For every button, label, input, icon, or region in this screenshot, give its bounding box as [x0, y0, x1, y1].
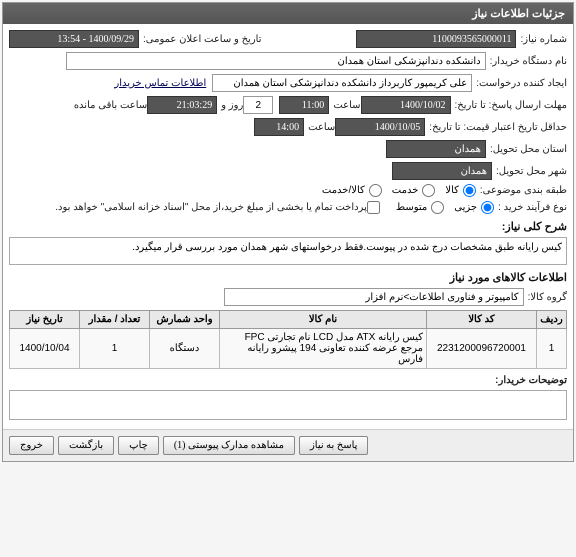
th-row: ردیف — [537, 311, 567, 329]
creator-field[interactable] — [212, 74, 472, 92]
goods-header: اطلاعات کالاهای مورد نیاز — [9, 271, 567, 284]
days-field[interactable] — [243, 96, 273, 114]
valid-label: حداقل تاریخ اعتبار قیمت: تا تاریخ: — [429, 122, 567, 133]
proc-low-input[interactable] — [481, 201, 494, 214]
remaining-time-field[interactable] — [147, 96, 217, 114]
form-area: شماره نیاز: تاریخ و ساعت اعلان عمومی: نا… — [3, 24, 573, 429]
saat-label-2: ساعت — [308, 122, 335, 133]
niaz-no-field[interactable] — [356, 30, 516, 48]
saat-label-1: ساعت — [333, 100, 360, 111]
proc-mid-label: متوسط — [396, 202, 427, 213]
payment-note: پرداخت تمام یا بخشی از مبلغ خرید،از محل … — [55, 202, 367, 213]
cell-unit: دستگاه — [150, 329, 220, 369]
proc-low-label: جزیی — [454, 202, 477, 213]
creator-label: ایجاد کننده درخواست: — [476, 78, 567, 89]
table-row[interactable]: 1 2231200096720001 کیس رایانه ATX مدل LC… — [10, 329, 567, 369]
cell-row: 1 — [537, 329, 567, 369]
group-field[interactable] — [224, 288, 524, 306]
days-label: روز و — [221, 100, 243, 111]
announce-field[interactable] — [9, 30, 139, 48]
cat-both-label: کالا/خدمت — [322, 185, 365, 196]
cat-kala-radio[interactable]: کالا — [445, 184, 476, 197]
desc-box: کیس رایانه طبق مشخصات درج شده در پیوست.ف… — [9, 237, 567, 265]
th-qty: تعداد / مقدار — [80, 311, 150, 329]
cat-both-input[interactable] — [369, 184, 382, 197]
payment-checkbox[interactable] — [367, 201, 380, 214]
back-button[interactable]: بازگشت — [58, 436, 114, 455]
valid-date-field[interactable] — [335, 118, 425, 136]
proc-low-radio[interactable]: جزیی — [454, 201, 494, 214]
panel-title: جزئیات اطلاعات نیاز — [3, 3, 573, 24]
buyer-label: نام دستگاه خریدار: — [490, 56, 567, 67]
th-date: تاریخ نیاز — [10, 311, 80, 329]
button-bar: خروج بازگشت چاپ مشاهده مدارک پیوستی (1) … — [3, 429, 573, 461]
province-field[interactable] — [386, 140, 486, 158]
proc-mid-input[interactable] — [431, 201, 444, 214]
print-button[interactable]: چاپ — [118, 436, 159, 455]
cat-khadamat-input[interactable] — [422, 184, 435, 197]
need-details-panel: جزئیات اطلاعات نیاز شماره نیاز: تاریخ و … — [2, 2, 574, 462]
reply-button[interactable]: پاسخ به نیاز — [299, 436, 369, 455]
cell-name: کیس رایانه ATX مدل LCD نام تجارتی FPC مر… — [220, 329, 427, 369]
process-label: نوع فرآیند خرید : — [498, 202, 567, 213]
proc-mid-radio[interactable]: متوسط — [396, 201, 444, 214]
buyer-notes-textarea[interactable] — [9, 390, 567, 420]
category-label: طبقه بندی موضوعی: — [480, 185, 567, 196]
announce-label: تاریخ و ساعت اعلان عمومی: — [143, 34, 262, 45]
th-code: کد کالا — [427, 311, 537, 329]
cat-kala-label: کالا — [445, 185, 459, 196]
th-unit: واحد شمارش — [150, 311, 220, 329]
cat-kala-input[interactable] — [463, 184, 476, 197]
th-name: نام کالا — [220, 311, 427, 329]
cell-date: 1400/10/04 — [10, 329, 80, 369]
cell-qty: 1 — [80, 329, 150, 369]
goods-table: ردیف کد کالا نام کالا واحد شمارش تعداد /… — [9, 310, 567, 369]
valid-time-field[interactable] — [254, 118, 304, 136]
city-field[interactable] — [392, 162, 492, 180]
desc-title: شرح کلی نیاز: — [9, 220, 567, 233]
remaining-label: ساعت باقی مانده — [74, 100, 147, 111]
province-label: استان محل تحویل: — [490, 144, 567, 155]
cat-khadamat-label: خدمت — [392, 185, 419, 196]
city-label: شهر محل تحویل: — [496, 166, 567, 177]
cat-khadamat-radio[interactable]: خدمت — [392, 184, 436, 197]
group-label: گروه کالا: — [528, 292, 567, 303]
deadline-date-field[interactable] — [361, 96, 451, 114]
attachments-button[interactable]: مشاهده مدارک پیوستی (1) — [163, 436, 295, 455]
niaz-no-label: شماره نیاز: — [520, 34, 567, 45]
deadline-label: مهلت ارسال پاسخ: تا تاریخ: — [455, 100, 567, 111]
contact-link[interactable]: اطلاعات تماس خریدار — [114, 78, 206, 89]
buyer-notes-label: توضیحات خریدار: — [495, 375, 567, 386]
exit-button[interactable]: خروج — [9, 436, 54, 455]
deadline-time-field[interactable] — [279, 96, 329, 114]
cell-code: 2231200096720001 — [427, 329, 537, 369]
buyer-field[interactable] — [66, 52, 486, 70]
cat-both-radio[interactable]: کالا/خدمت — [322, 184, 382, 197]
